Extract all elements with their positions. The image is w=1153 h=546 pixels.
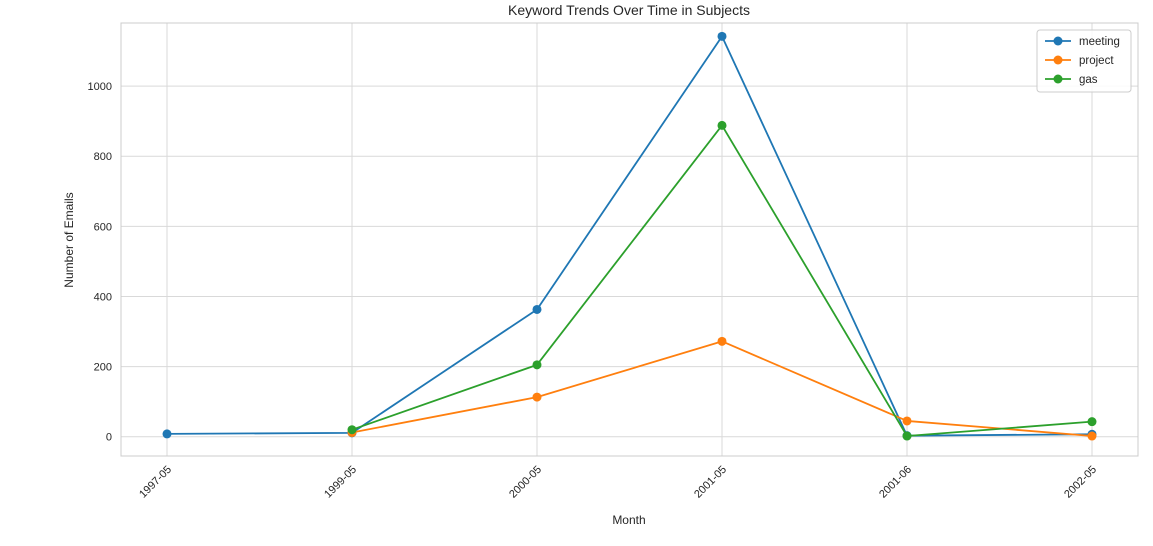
y-tick-label: 1000 (88, 81, 112, 93)
plot-frame (120, 22, 1139, 457)
x-tick-label: 1999-05 (322, 464, 359, 501)
series-layer (162, 31, 1097, 441)
y-tick-label: 800 (94, 151, 112, 163)
x-tick-labels: 1997-05 1999-05 2000-05 2001-05 2001-06 2002-… (137, 464, 1099, 501)
legend-item-project: project (1045, 55, 1114, 67)
y-tick-label: 400 (94, 291, 112, 303)
legend: meeting project gas (1036, 29, 1132, 93)
data-point-meeting (162, 429, 172, 439)
legend-item-gas: gas (1045, 74, 1098, 86)
data-point-project (532, 392, 542, 402)
x-axis-label: Month (612, 513, 645, 527)
series-gas (347, 120, 1097, 441)
legend-label: project (1079, 55, 1114, 67)
chart-title: Keyword Trends Over Time in Subjects (508, 2, 750, 18)
x-tick-label: 1997-05 (137, 464, 174, 501)
data-point-gas (717, 120, 727, 130)
x-tick-label: 2002-05 (1062, 464, 1099, 501)
data-point-meeting (532, 304, 542, 314)
legend-marker (1053, 74, 1063, 84)
legend-marker (1053, 36, 1063, 46)
series-line-meeting (166, 35, 1093, 437)
grid (121, 23, 1138, 456)
data-point-project (902, 416, 912, 426)
y-tick-label: 0 (106, 432, 112, 444)
legend-label: meeting (1079, 36, 1120, 48)
legend-item-meeting: meeting (1045, 36, 1120, 48)
y-tick-label: 600 (94, 221, 112, 233)
x-tick-label: 2001-05 (692, 464, 729, 501)
data-point-gas (532, 360, 542, 370)
y-tick-labels: 0 200 400 600 800 1000 (88, 81, 112, 444)
legend-marker (1053, 55, 1063, 65)
data-point-project (717, 336, 727, 346)
data-point-gas (1087, 417, 1097, 427)
x-tick-label: 2001-06 (877, 464, 914, 501)
legend-label: gas (1079, 74, 1098, 86)
data-point-gas (347, 425, 357, 435)
y-axis-label: Number of Emails (62, 192, 76, 287)
y-tick-label: 200 (94, 362, 112, 374)
data-point-gas (902, 431, 912, 441)
data-point-project (1087, 431, 1097, 441)
x-tick-label: 2000-05 (507, 464, 544, 501)
series-meeting (162, 31, 1097, 441)
data-point-meeting (717, 31, 727, 41)
